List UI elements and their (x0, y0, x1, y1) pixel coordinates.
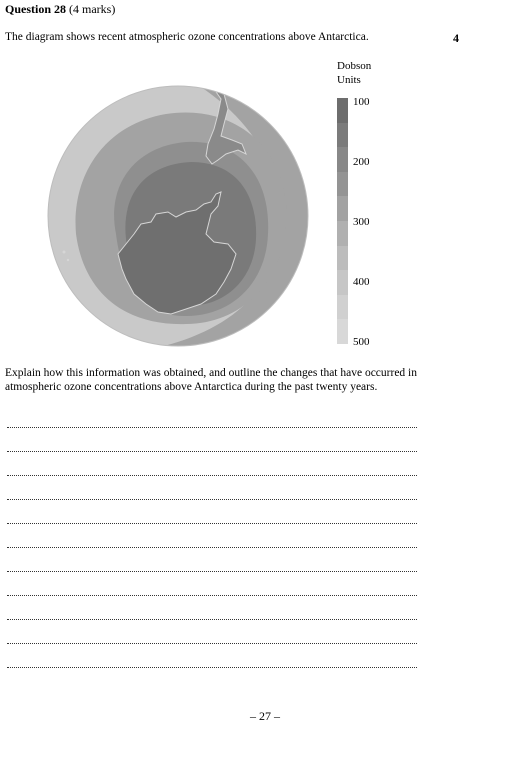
question-label: Question 28 (5, 2, 67, 16)
answer-line[interactable] (7, 499, 417, 500)
answer-line[interactable] (7, 619, 417, 620)
answer-line[interactable] (7, 427, 417, 428)
marks-total: 4 (453, 31, 459, 45)
scale-step (337, 319, 348, 344)
legend-tick-100: 100 (353, 96, 370, 108)
legend-tick-500: 500 (353, 336, 370, 348)
scale-step (337, 122, 348, 148)
ozone-map (47, 85, 309, 347)
scale-step (337, 220, 348, 246)
marks-note: (4 marks) (69, 2, 116, 16)
scale-step (337, 294, 348, 320)
legend-tick-400: 400 (353, 276, 370, 288)
legend-title: Dobson Units (337, 59, 371, 87)
legend-title-line2: Units (337, 74, 361, 86)
answer-line[interactable] (7, 595, 417, 596)
question-heading: Question 28 (4 marks) (5, 2, 115, 17)
scale-step (337, 270, 348, 295)
scale-step (337, 147, 348, 172)
answer-line[interactable] (7, 571, 417, 572)
answer-line[interactable] (7, 475, 417, 476)
legend-tick-200: 200 (353, 156, 370, 168)
answer-line[interactable] (7, 547, 417, 548)
legend-title-line1: Dobson (337, 60, 372, 72)
ozone-ring-band (156, 86, 308, 346)
scale-step (337, 196, 348, 221)
antarctica-landmass (117, 191, 237, 315)
dobson-scale-bar (337, 98, 348, 344)
scale-step (337, 245, 348, 271)
peninsula (200, 86, 247, 165)
answer-line[interactable] (7, 451, 417, 452)
scale-step (337, 98, 348, 123)
scale-step (337, 171, 348, 197)
question-prompt: Explain how this information was obtaine… (5, 367, 417, 393)
page-number: – 27 – (250, 709, 280, 723)
answer-line[interactable] (7, 667, 417, 668)
legend-tick-300: 300 (353, 216, 370, 228)
answer-line[interactable] (7, 523, 417, 524)
question-stem: The diagram shows recent atmospheric ozo… (5, 31, 369, 43)
answer-line[interactable] (7, 643, 417, 644)
